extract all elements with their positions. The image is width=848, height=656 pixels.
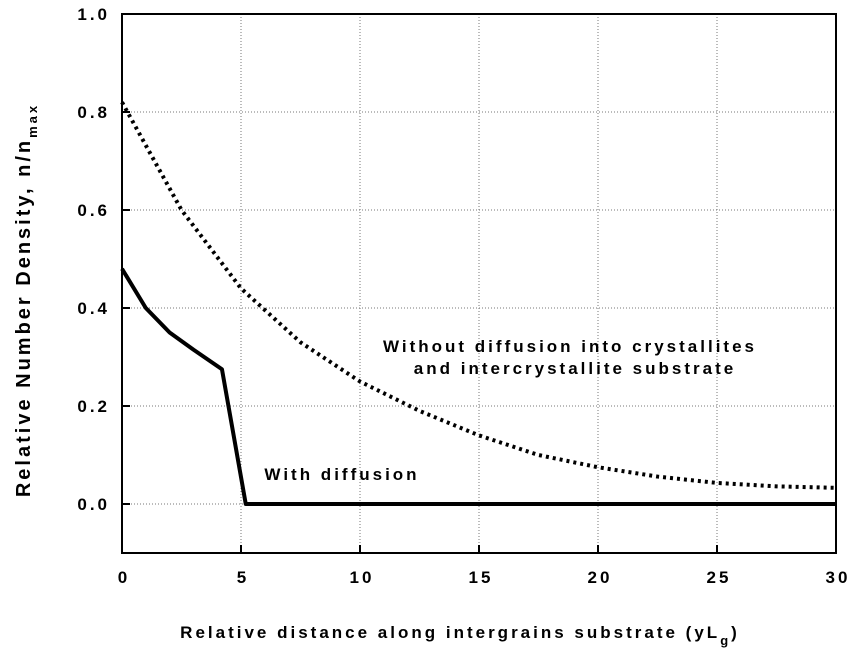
y-tick-label: 0.4 xyxy=(77,299,110,318)
data-line xyxy=(120,101,837,490)
annotation: With diffusion xyxy=(264,465,419,484)
y-axis-label-part: Relative Number Density, n/n xyxy=(13,138,35,497)
data-line xyxy=(120,267,836,506)
y-axis-label-sub: max xyxy=(25,103,40,138)
y-tick-label: 1.0 xyxy=(77,5,110,24)
x-tick-label: 15 xyxy=(469,568,494,587)
annotation: Without diffusion into crystallites xyxy=(383,337,757,356)
x-tick-label: 30 xyxy=(826,568,848,587)
x-tick-label: 10 xyxy=(350,568,375,587)
annotation: and intercrystallite substrate xyxy=(414,359,736,378)
y-axis-label: Relative Number Density, n/nmax xyxy=(13,103,40,497)
x-axis-label: Relative distance along intergrains subs… xyxy=(180,623,740,648)
x-axis-label-sub: g xyxy=(720,633,731,648)
x-tick-label: 20 xyxy=(588,568,613,587)
plot-frame xyxy=(121,13,837,554)
x-tick-label: 25 xyxy=(707,568,732,587)
x-axis-label-part: ) xyxy=(731,623,740,642)
y-tick-label: 0.6 xyxy=(77,201,110,220)
x-tick-label: 0 xyxy=(118,568,130,587)
y-tick-label: 0.8 xyxy=(77,103,110,122)
x-tick-label: 5 xyxy=(237,568,249,587)
y-tick-label: 0.2 xyxy=(77,397,110,416)
y-tick-label: 0.0 xyxy=(77,495,110,514)
x-axis-label-part: Relative distance along intergrains subs… xyxy=(180,623,720,642)
